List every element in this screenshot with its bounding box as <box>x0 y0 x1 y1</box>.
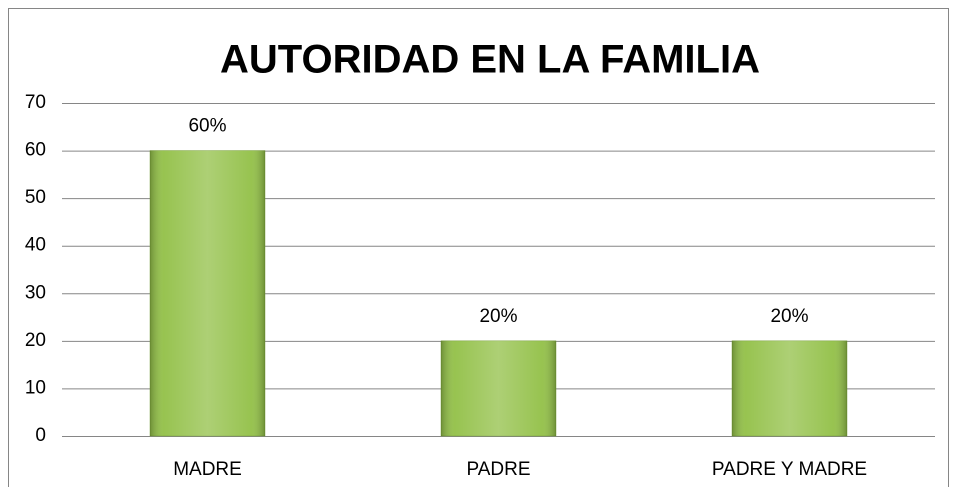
y-tick-label: 60 <box>25 140 46 161</box>
x-tick-label: PADRE Y MADRE <box>712 459 867 480</box>
value-label: 20% <box>770 306 808 327</box>
y-tick-label: 20 <box>25 330 46 351</box>
bar <box>440 340 557 437</box>
x-tick-label: PADRE <box>466 459 530 480</box>
value-label: 60% <box>188 116 226 137</box>
y-tick-label: 70 <box>25 92 46 113</box>
bar <box>149 150 266 437</box>
value-label: 20% <box>479 306 517 327</box>
chart-title: AUTORIDAD EN LA FAMILIA <box>220 38 760 82</box>
y-tick-label: 0 <box>35 425 46 446</box>
x-tick-label: MADRE <box>173 459 242 480</box>
y-tick-label: 40 <box>25 235 46 256</box>
y-tick-label: 10 <box>25 377 46 398</box>
y-tick-label: 50 <box>25 187 46 208</box>
y-tick-label: 30 <box>25 282 46 303</box>
bar <box>731 340 848 437</box>
